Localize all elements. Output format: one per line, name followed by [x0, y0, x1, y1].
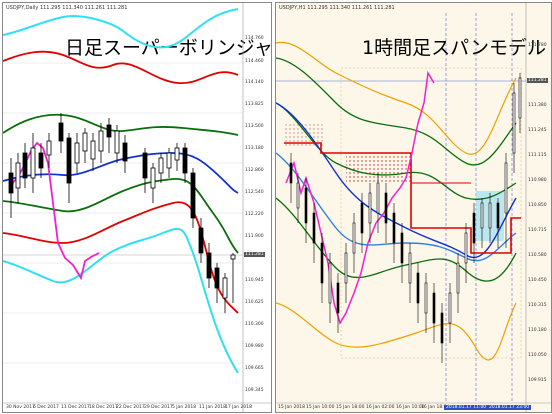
date-tag: 2018.01.17 23:00 — [487, 405, 532, 410]
x-tick: 16 Jan 02:00 — [366, 405, 395, 410]
x-tick: 30 Nov 2017 — [6, 405, 35, 410]
y-tick: 111.900 — [245, 234, 264, 239]
y-tick: 110.450 — [528, 278, 547, 283]
x-tick: 29 Dec 2017 — [144, 405, 173, 410]
y-tick: 109.345 — [245, 388, 264, 393]
y-tick: 111.115 — [528, 153, 547, 158]
y-tick: 110.625 — [245, 300, 264, 305]
y-tick: 110.945 — [245, 278, 264, 283]
daily-chart-canvas[interactable] — [3, 3, 271, 412]
y-tick: 109.980 — [245, 344, 264, 349]
y-tick: 113.825 — [245, 102, 264, 107]
hourly-chart-window[interactable]: USDJPY,H1 111.295 111.340 111.261 111.28… — [275, 2, 552, 413]
x-tick: 16 Jan 18:00 — [421, 405, 450, 410]
chart-title: 1時間足スパンモデル — [362, 37, 547, 59]
current-price-label: 111.281 — [527, 78, 548, 83]
y-tick: 111.245 — [528, 128, 547, 133]
x-tick: 16 Jan 10:00 — [396, 405, 425, 410]
date-tag: 2018.01.17 11:00 — [444, 405, 489, 410]
x-tick: 5 Jan 2018 — [172, 405, 197, 410]
x-tick: 18 Dec 2017 — [89, 405, 118, 410]
y-tick: 112.220 — [245, 212, 264, 217]
y-tick: 110.580 — [528, 253, 547, 258]
y-tick: 110.715 — [528, 228, 547, 233]
chart-header: USDJPY,H1 111.295 111.340 111.261 111.28… — [279, 5, 395, 11]
x-tick: 15 Jan 2018 — [278, 405, 305, 410]
current-price-label: 111.281 — [244, 252, 265, 257]
x-tick: 11 Dec 2017 — [61, 405, 90, 410]
daily-chart-window[interactable]: USDJPY,Daily 111.295 111.340 111.261 111… — [2, 2, 272, 413]
y-tick: 112.860 — [245, 168, 264, 173]
chart-header: USDJPY,Daily 111.295 111.340 111.261 111… — [6, 5, 128, 11]
y-tick: 109.665 — [245, 366, 264, 371]
y-tick: 113.180 — [245, 146, 264, 151]
y-tick: 114.460 — [245, 59, 264, 64]
x-tick: 17 Jan 2018 — [225, 405, 252, 410]
x-tick: 15 Jan 18:00 — [336, 405, 365, 410]
y-tick: 110.315 — [528, 303, 547, 308]
y-tick: 114.140 — [245, 80, 264, 85]
y-tick: 110.850 — [528, 203, 547, 208]
chart-title: 日足スーパーボリンジャー — [65, 37, 272, 59]
y-tick: 111.380 — [528, 103, 547, 108]
y-tick: 110.050 — [528, 353, 547, 358]
x-tick: 15 Jan 10:00 — [306, 405, 335, 410]
y-tick: 113.500 — [245, 124, 264, 129]
y-tick: 110.180 — [528, 328, 547, 333]
y-tick: 114.760 — [245, 36, 264, 41]
y-tick: 110.300 — [245, 322, 264, 327]
y-tick: 112.540 — [245, 190, 264, 195]
x-tick: 6 Dec 2017 — [33, 405, 59, 410]
y-tick: 109.915 — [528, 378, 547, 383]
y-tick: 110.980 — [528, 178, 547, 183]
hourly-chart-canvas[interactable] — [276, 3, 551, 412]
y-tick: 111.780 — [528, 43, 547, 48]
x-tick: 22 Dec 2017 — [116, 405, 145, 410]
x-tick: 11 Jan 2018 — [199, 405, 226, 410]
